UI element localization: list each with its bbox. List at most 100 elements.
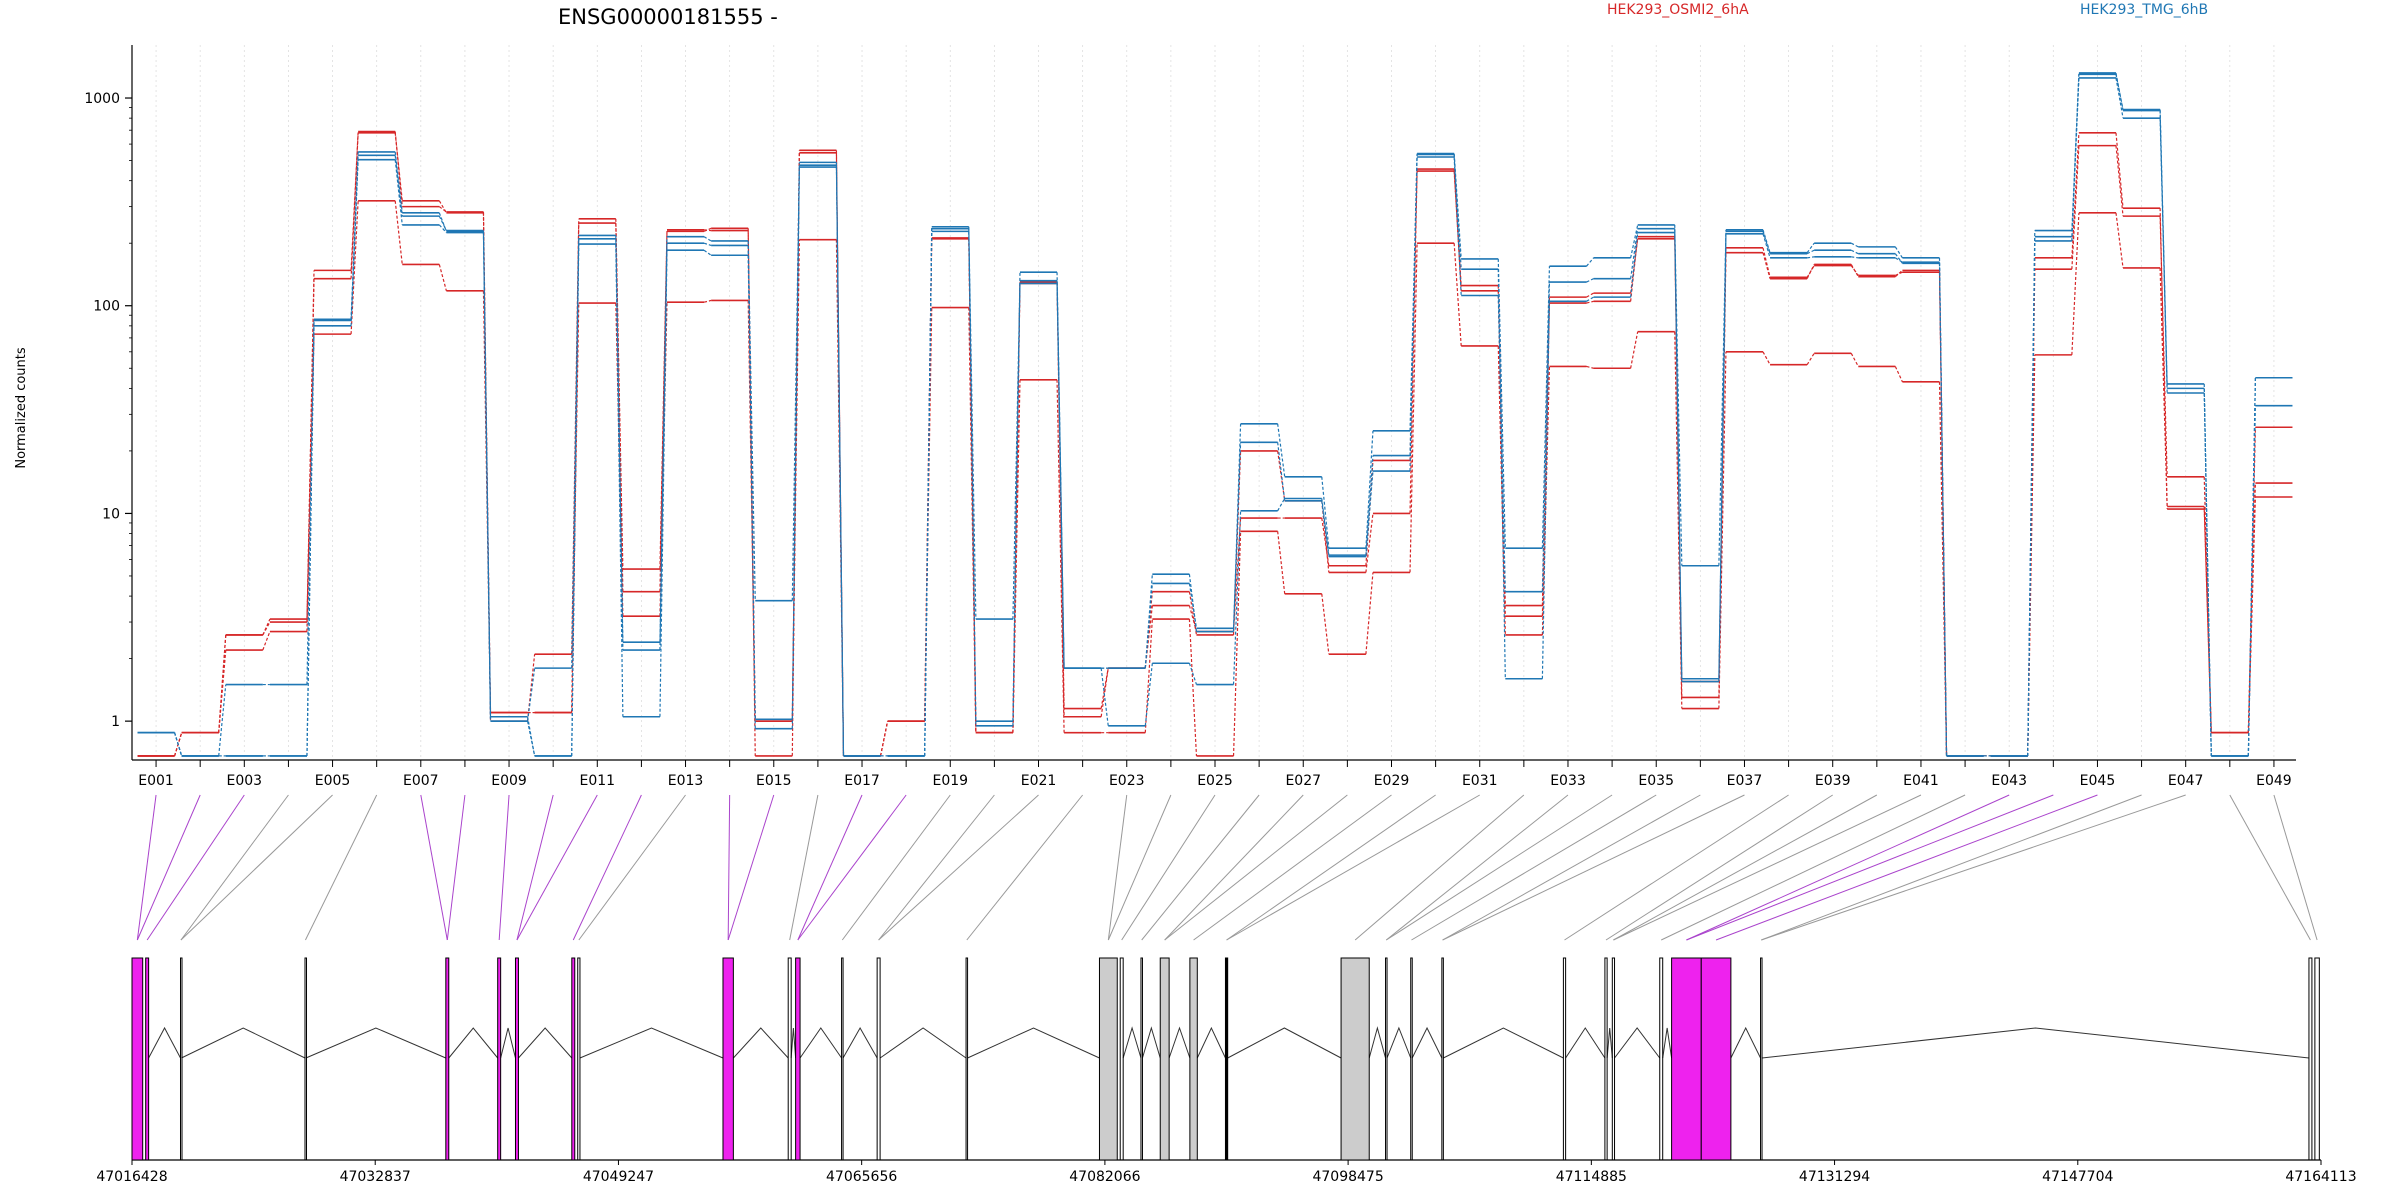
data-connector <box>1321 593 1330 655</box>
data-connector <box>791 167 800 720</box>
exon-connector <box>1164 794 1304 941</box>
intron <box>1411 1026 1443 1059</box>
x-tick-label: E035 <box>1638 773 1674 789</box>
x-tick-label: E027 <box>1285 773 1321 789</box>
data-connector <box>306 325 315 756</box>
intron <box>448 1027 499 1059</box>
data-connector <box>482 232 492 717</box>
data-connector <box>1762 231 1771 254</box>
data-connector <box>350 159 359 326</box>
x-tick-label: E017 <box>844 773 880 789</box>
data-connector <box>2159 216 2168 477</box>
data-connector <box>1277 531 1286 594</box>
data-connector <box>218 634 227 733</box>
exon-box <box>1410 957 1413 1161</box>
data-connector <box>1674 331 1683 709</box>
intron <box>148 1026 181 1059</box>
data-connector <box>1806 242 1815 254</box>
data-connector <box>1586 300 1594 304</box>
genome-coordinate-label: 47164113 <box>2285 1169 2356 1185</box>
intron <box>1368 1026 1387 1059</box>
x-tick-label: E043 <box>1991 773 2027 789</box>
data-connector <box>394 200 403 265</box>
exon-connector <box>1442 794 1701 941</box>
exon-connector <box>498 794 510 941</box>
exon-box <box>1562 957 1567 1161</box>
data-connector <box>1541 282 1551 592</box>
intron <box>1386 1026 1412 1059</box>
exon-connector <box>1411 794 1657 941</box>
intron <box>1227 1027 1342 1059</box>
x-tick-label: E031 <box>1462 773 1498 789</box>
data-connector <box>1365 470 1374 556</box>
data-connector <box>968 307 977 733</box>
data-connector <box>438 212 447 232</box>
genome-coordinate-label: 47032837 <box>340 1169 411 1185</box>
x-tick-label: E037 <box>1727 773 1763 789</box>
data-connector <box>1806 265 1815 278</box>
data-connector <box>1806 249 1815 255</box>
x-tick-label: E047 <box>2168 773 2204 789</box>
data-connector <box>1012 379 1021 733</box>
data-connector <box>1850 242 1859 248</box>
data-connector <box>1232 531 1242 756</box>
x-tick-label: E013 <box>668 773 704 789</box>
data-connector <box>2027 240 2036 756</box>
data-connector <box>879 721 889 757</box>
exon-connector <box>1386 794 1613 941</box>
legend-entry-osmi2: HEK293_OSMI2_6hA <box>1607 2 1749 18</box>
exon-box <box>1340 957 1370 1161</box>
genome-coordinate-label: 47098475 <box>1312 1169 1383 1185</box>
series-2 <box>137 200 2293 757</box>
exon-connector <box>516 794 598 941</box>
y-axis-label: Normalized counts <box>14 347 29 469</box>
exon-connector <box>1661 794 1966 941</box>
data-connector <box>1188 591 1198 636</box>
data-connector <box>1586 278 1594 283</box>
exon-box <box>795 957 801 1161</box>
chart-title: ENSG00000181555 - <box>558 5 778 29</box>
data-connector <box>1188 605 1198 632</box>
y-tick-label: 1000 <box>84 91 120 107</box>
exon-connector <box>136 794 157 941</box>
genome-coordinate-label: 47147704 <box>2042 1169 2113 1185</box>
exon-connector <box>1385 794 1569 941</box>
exon-connector <box>878 794 1039 941</box>
data-connector <box>1144 619 1153 733</box>
data-connector <box>350 200 359 335</box>
exon-box <box>1611 957 1616 1161</box>
exon-connector <box>797 794 907 941</box>
y-tick-label: 100 <box>93 299 120 315</box>
data-connector <box>1321 476 1330 549</box>
data-connector <box>1630 228 1639 279</box>
exon-box <box>1659 957 1664 1161</box>
exon-connector <box>180 794 333 941</box>
data-connector <box>1056 379 1065 733</box>
intron <box>842 1026 878 1059</box>
exon-connector <box>1761 794 2142 941</box>
exon-connector <box>789 794 819 941</box>
exon-connector <box>1226 794 1436 941</box>
data-connector <box>350 131 359 271</box>
data-connector <box>2115 212 2124 269</box>
data-connector <box>747 255 756 720</box>
intron <box>1196 1026 1226 1059</box>
data-connector <box>1630 224 1639 258</box>
intron <box>799 1027 842 1059</box>
data-connector <box>1188 574 1198 632</box>
exon-connector <box>727 794 731 941</box>
x-tick-label: E039 <box>1815 773 1851 789</box>
exon-connector <box>180 794 289 941</box>
data-connector <box>703 236 712 242</box>
exon-box <box>965 957 969 1161</box>
data-connector <box>1321 498 1330 556</box>
intron <box>1662 1027 1673 1059</box>
data-connector <box>1541 266 1551 549</box>
data-connector <box>1497 258 1506 549</box>
data-connector <box>2247 496 2257 733</box>
data-connector <box>1453 156 1462 296</box>
data-connector <box>2115 132 2124 209</box>
y-tick-label: 1 <box>111 714 120 730</box>
intron <box>1168 1026 1191 1059</box>
